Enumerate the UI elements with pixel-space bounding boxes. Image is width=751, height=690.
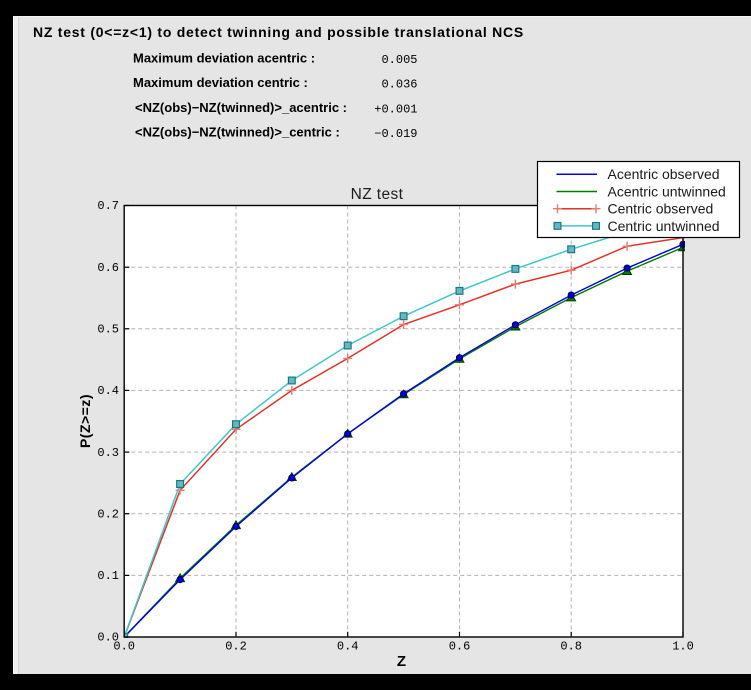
svg-text:0.005: 0.005 [381,53,417,67]
svg-text:Acentric observed: Acentric observed [608,166,720,182]
svg-text:NZ test: NZ test [351,186,404,203]
svg-text:0.4: 0.4 [97,384,119,398]
svg-text:0.8: 0.8 [560,640,582,654]
svg-text:<NZ(obs)−NZ(twinned)>_acentric: <NZ(obs)−NZ(twinned)>_acentric : [135,100,347,115]
svg-text:0.5: 0.5 [97,323,119,337]
svg-text:0.0: 0.0 [113,640,135,654]
svg-text:Maximum deviation centric :: Maximum deviation centric : [133,75,308,90]
svg-text:NZ test (0<=z<1) to detect twi: NZ test (0<=z<1) to detect twinning and … [33,24,524,40]
svg-text:−0.019: −0.019 [374,127,417,141]
svg-text:+0.001: +0.001 [374,102,417,116]
svg-text:0.1: 0.1 [97,569,119,583]
svg-text:0.2: 0.2 [97,507,119,521]
svg-text:1.0: 1.0 [672,640,694,654]
svg-text:Acentric untwinned: Acentric untwinned [608,183,726,199]
svg-text:0.036: 0.036 [381,78,417,92]
svg-text:0.6: 0.6 [449,640,471,654]
svg-text:0.7: 0.7 [97,199,119,213]
svg-text:Centric observed: Centric observed [608,201,714,217]
svg-text:0.2: 0.2 [225,640,247,654]
svg-text:0.3: 0.3 [97,446,119,460]
svg-text:Z: Z [397,653,406,670]
svg-text:Maximum deviation acentric :: Maximum deviation acentric : [133,51,315,66]
svg-text:0.4: 0.4 [337,640,359,654]
svg-text:Centric untwinned: Centric untwinned [608,218,720,234]
svg-text:<NZ(obs)−NZ(twinned)>_centric: <NZ(obs)−NZ(twinned)>_centric : [135,125,340,140]
svg-text:0.6: 0.6 [97,261,119,275]
svg-text:P(Z>=z): P(Z>=z) [77,394,93,448]
svg-text:0.0: 0.0 [97,631,119,645]
